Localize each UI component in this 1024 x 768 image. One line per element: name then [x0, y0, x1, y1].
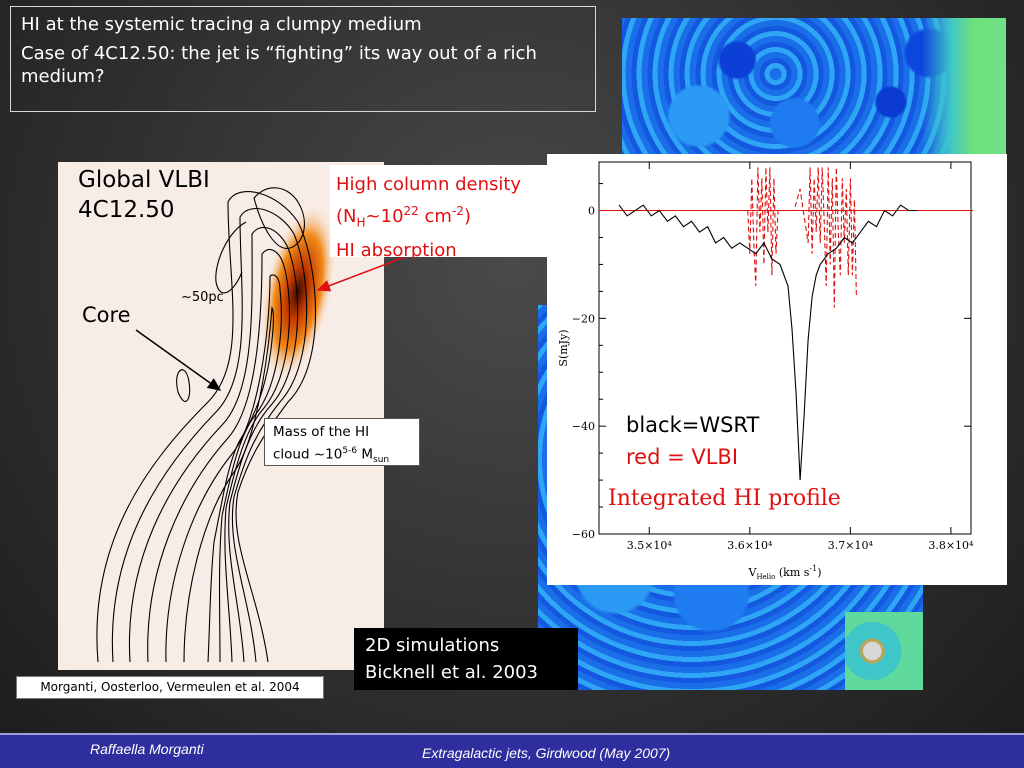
mass-line-2: cloud ~105-6 Msun: [273, 446, 390, 466]
x-axis-ticks: 3.5×10⁴ 3.6×10⁴ 3.7×10⁴ 3.8×10⁴: [627, 162, 974, 552]
vlbi-contour-image: [58, 162, 384, 670]
credit-box: Morganti, Oosterloo, Vermeulen et al. 20…: [16, 676, 324, 699]
y-axis-ticks: 0 −20 −40 −60: [572, 183, 971, 541]
y-tick-label: −20: [572, 312, 595, 325]
x-axis-label: VHelio (km s-1): [747, 564, 821, 581]
simulation-edge-shell: [922, 18, 1006, 158]
profile-caption: Integrated HI profile: [608, 486, 841, 511]
footer-author: Raffaella Morganti: [90, 741, 204, 757]
title-line-1: HI at the systemic tracing a clumpy medi…: [21, 14, 422, 35]
y-tick-label: −60: [572, 528, 595, 541]
simulation-thumbnail: [845, 612, 923, 690]
legend-vlbi: red = VLBI: [626, 445, 739, 469]
vlbi-title-line-2: 4C12.50: [78, 197, 175, 223]
hc-line-3: HI absorption: [336, 239, 457, 261]
simulations-line-1: 2D simulations: [365, 635, 500, 656]
simulations-caption: 2D simulations Bicknell et al. 2003: [354, 628, 578, 690]
high-column-density-box: High column density (NH~1022 cm-2) HI ab…: [330, 165, 552, 261]
x-tick-label: 3.5×10⁴: [627, 539, 673, 552]
core-label: Core: [82, 303, 131, 327]
hi-profile-svg: 0−20−40−60 3.5×10⁴ 3.6×10⁴ 3.7×10⁴ 3.8×10⁴ …: [557, 161, 974, 581]
y-tick-label: −40: [572, 420, 595, 433]
vlbi-title-line-1: Global VLBI: [78, 167, 210, 193]
title-line-2: Case of 4C12.50: the jet is “fighting” i…: [21, 43, 537, 87]
x-tick-label: 3.6×10⁴: [727, 539, 773, 552]
footer-bar: [0, 733, 1024, 768]
plot-frame: [598, 161, 972, 535]
hc-line-2: (NH~1022 cm-2): [336, 204, 471, 230]
vlbi-contour-svg: [96, 187, 337, 663]
hi-profile-plot: 0 −20 −40 −60 3.5×10⁴ 3.6×10⁴ 3.7×10⁴ 3.8×10⁴ …: [547, 154, 1007, 585]
hi-cloud-mass-box: Mass of the HI cloud ~105-6 Msun: [264, 418, 420, 466]
vlbi-title: Global VLBI 4C12.50: [78, 165, 210, 225]
y-axis-label: S(mJy): [557, 329, 570, 366]
core-arrow: [135, 329, 222, 391]
x-tick-label: 3.8×10⁴: [928, 539, 974, 552]
series-vlbi-line: [747, 167, 857, 308]
legend-wsrt: black=WSRT: [626, 413, 760, 437]
absorption-arrow: [316, 251, 419, 292]
footer-event: Extragalactic jets, Girdwood (May 2007): [422, 745, 671, 761]
hc-line-1: High column density: [336, 174, 522, 195]
mass-line-1: Mass of the HI: [273, 424, 370, 440]
x-tick-label: 3.7×10⁴: [828, 539, 874, 552]
y-tick-label: 0: [588, 205, 595, 218]
scale-label: ~50pc: [181, 290, 224, 305]
series-wsrt-line: [618, 204, 917, 481]
simulations-line-2: Bicknell et al. 2003: [365, 662, 539, 683]
title-box: HI at the systemic tracing a clumpy medi…: [10, 6, 596, 112]
